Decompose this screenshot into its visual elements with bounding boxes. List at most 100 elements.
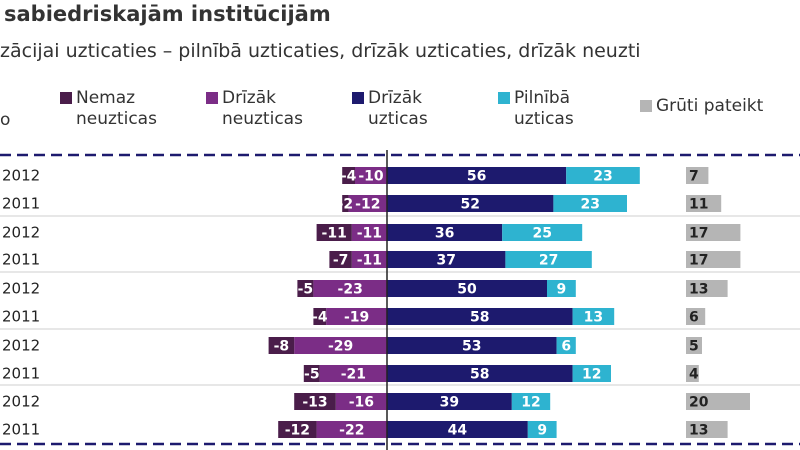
bar-drizak-uzticas <box>387 308 573 325</box>
legend-swatch <box>206 92 218 104</box>
value-label-nemaz: -8 <box>274 339 290 355</box>
value-label-gruti: 4 <box>689 367 699 383</box>
value-label-drizak-neuzticas: -11 <box>357 253 382 269</box>
value-label-pilniba: 12 <box>521 395 540 411</box>
bar-nemaz-neuzticas <box>316 224 352 241</box>
bar-nemaz-neuzticas <box>329 251 352 268</box>
row-year-label: 2012 <box>2 167 40 185</box>
row-year-label: 2011 <box>2 365 40 383</box>
value-label-drizak-uzticas: 44 <box>448 423 468 439</box>
value-label-gruti: 13 <box>689 282 708 298</box>
bar-pilniba-uzticas <box>572 308 615 325</box>
value-label-gruti: 11 <box>689 197 708 213</box>
bar-drizak-neuzticas <box>351 224 387 241</box>
bar-nemaz-neuzticas <box>278 421 317 438</box>
value-label-drizak-uzticas: 52 <box>460 197 479 213</box>
row-year-label: 2011 <box>2 195 40 213</box>
value-label-drizak-neuzticas: -10 <box>358 169 384 185</box>
bar-drizak-uzticas <box>387 251 506 268</box>
value-label-pilniba: 23 <box>580 197 599 213</box>
bar-pilniba-uzticas <box>502 224 583 241</box>
value-label-nemaz: -4 <box>341 169 357 185</box>
bar-gruti-pateikt <box>686 280 728 297</box>
bar-pilniba-uzticas <box>527 421 557 438</box>
bar-drizak-neuzticas <box>294 337 387 354</box>
bar-drizak-neuzticas <box>319 365 387 382</box>
legend-label: Drīzāk uzticas <box>368 88 428 129</box>
chart-subtitle: zācijai uzticaties – pilnībā uzticaties,… <box>0 40 641 62</box>
row-year-label: 2011 <box>2 421 40 439</box>
bar-nemaz-neuzticas <box>313 308 327 325</box>
legend-label: Drīzāk neuzticas <box>222 88 303 129</box>
bar-pilniba-uzticas <box>572 365 611 382</box>
value-label-gruti: 7 <box>689 169 699 185</box>
legend-swatch <box>352 92 364 104</box>
legend-label: Pilnībā uzticas <box>514 88 574 129</box>
value-label-nemaz: -5 <box>298 282 314 298</box>
bar-drizak-neuzticas <box>335 393 387 410</box>
value-label-pilniba: 6 <box>561 339 571 355</box>
bar-pilniba-uzticas <box>566 167 640 184</box>
value-label-drizak-neuzticas: -29 <box>328 339 353 355</box>
value-label-drizak-neuzticas: -22 <box>339 423 364 439</box>
value-label-pilniba: 27 <box>539 253 558 269</box>
bar-gruti-pateikt <box>686 421 728 438</box>
value-label-nemaz: -7 <box>333 253 349 269</box>
row-year-label: 2011 <box>2 308 40 326</box>
value-label-pilniba: 13 <box>584 310 603 326</box>
bar-pilniba-uzticas <box>511 393 551 410</box>
value-label-drizak-neuzticas: -12 <box>355 197 380 213</box>
value-label-drizak-neuzticas: -19 <box>344 310 369 326</box>
value-label-drizak-uzticas: 58 <box>470 310 489 326</box>
bar-drizak-uzticas <box>387 365 573 382</box>
bar-nemaz-neuzticas <box>297 280 314 297</box>
value-label-gruti: 20 <box>689 395 709 411</box>
value-label-nemaz: -12 <box>285 423 310 439</box>
bar-gruti-pateikt <box>686 308 706 325</box>
bar-drizak-uzticas <box>387 280 547 297</box>
bar-nemaz-neuzticas <box>294 393 336 410</box>
bar-gruti-pateikt <box>686 224 741 241</box>
value-label-nemaz: -4 <box>312 310 328 326</box>
bar-drizak-uzticas <box>387 421 528 438</box>
legend-swatch <box>640 100 652 112</box>
bar-nemaz-neuzticas <box>342 167 355 184</box>
bar-drizak-uzticas <box>387 393 512 410</box>
bar-gruti-pateikt <box>686 393 750 410</box>
legend-swatch <box>60 92 72 104</box>
bar-gruti-pateikt <box>686 337 702 354</box>
chart-title: sabiedriskajām institūcijām <box>4 2 331 26</box>
row-year-label: 2012 <box>2 393 40 411</box>
bar-drizak-neuzticas <box>348 195 387 212</box>
value-label-nemaz: -13 <box>302 395 327 411</box>
bar-drizak-neuzticas <box>351 251 387 268</box>
row-year-label: 2012 <box>2 224 40 242</box>
value-label-pilniba: 9 <box>537 423 547 439</box>
value-label-gruti: 13 <box>689 423 708 439</box>
row-year-label: 2012 <box>2 280 40 298</box>
value-label-drizak-neuzticas: -11 <box>357 226 382 242</box>
value-label-drizak-neuzticas: -23 <box>338 282 363 298</box>
value-label-drizak-uzticas: 53 <box>462 339 481 355</box>
legend-swatch <box>498 92 510 104</box>
value-label-gruti: 5 <box>689 339 699 355</box>
bar-drizak-uzticas <box>387 167 567 184</box>
row-year-label: 2012 <box>2 337 40 355</box>
legend-label: Nemaz neuzticas <box>76 88 157 129</box>
value-label-drizak-neuzticas: -16 <box>349 395 374 411</box>
legend-label: Grūti pateikt <box>656 96 764 116</box>
value-label-pilniba: 25 <box>532 226 551 242</box>
value-label-drizak-uzticas: 58 <box>470 367 489 383</box>
row-year-label: 2011 <box>2 251 40 269</box>
value-label-pilniba: 9 <box>557 282 567 298</box>
bar-nemaz-neuzticas <box>303 365 320 382</box>
bar-drizak-uzticas <box>387 195 554 212</box>
bar-gruti-pateikt <box>686 195 722 212</box>
bar-drizak-neuzticas <box>316 421 387 438</box>
bar-pilniba-uzticas <box>547 280 576 297</box>
bar-drizak-neuzticas <box>326 308 387 325</box>
bar-nemaz-neuzticas <box>268 337 295 354</box>
value-label-drizak-uzticas: 56 <box>467 169 486 185</box>
value-label-gruti: 17 <box>689 226 708 242</box>
